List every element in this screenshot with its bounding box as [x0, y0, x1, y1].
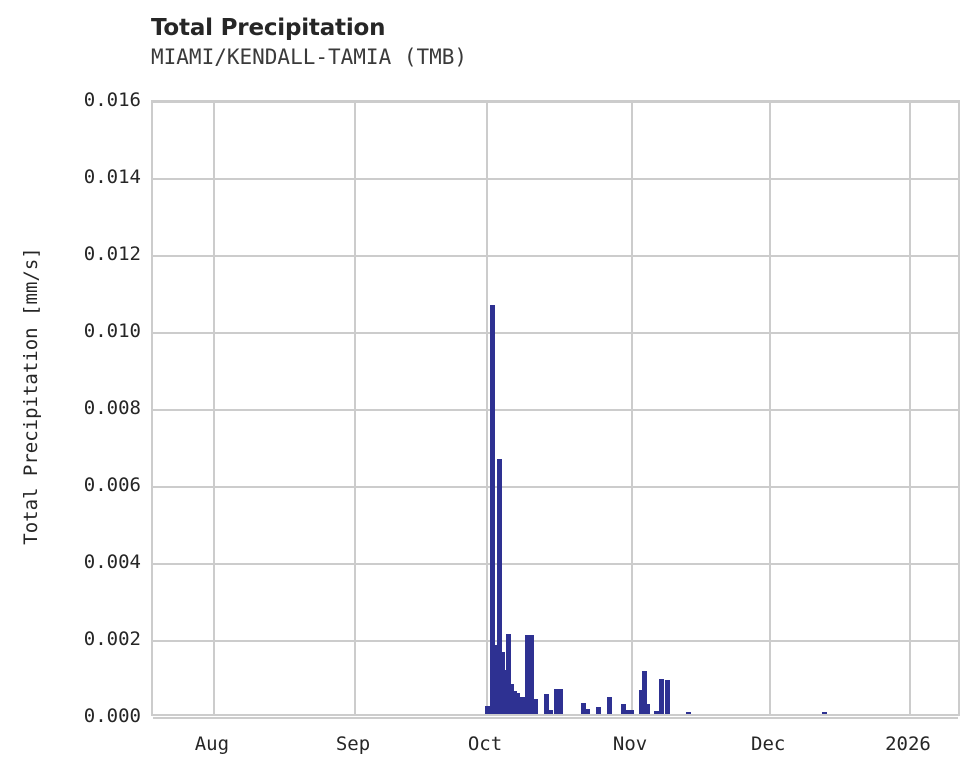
bar	[685, 712, 691, 714]
y-axis-tick-label: 0.006	[83, 474, 141, 496]
x-axis-tick-label: Dec	[751, 733, 786, 755]
bar	[485, 705, 491, 714]
bar	[628, 710, 634, 714]
bar	[524, 634, 530, 714]
gridline-horizontal	[153, 255, 958, 257]
bar	[514, 692, 520, 714]
bar	[641, 671, 647, 714]
gridline-horizontal	[153, 101, 958, 103]
bar	[519, 696, 525, 714]
gridline-horizontal	[153, 409, 958, 411]
bar	[532, 699, 538, 714]
gridline-horizontal	[153, 178, 958, 180]
gridline-horizontal	[153, 332, 958, 334]
x-axis-tick-label: 2026	[885, 733, 931, 755]
y-axis-tick-labels: 0.000 0.002 0.004 0.006 0.008 0.010 0.012 0.014…	[0, 90, 141, 726]
gridline-horizontal	[153, 486, 958, 488]
gridline-vertical	[908, 102, 911, 714]
gridline-vertical	[212, 102, 215, 714]
y-axis-tick-label: 0.016	[83, 89, 141, 111]
bar-series	[153, 102, 958, 714]
x-axis-tick-label: Oct	[467, 733, 503, 755]
bar	[508, 684, 514, 714]
x-axis-tick-label: Sep	[335, 733, 371, 755]
y-axis-tick-label: 0.012	[83, 243, 141, 265]
gridline-vertical	[354, 102, 356, 714]
bar	[653, 710, 659, 714]
bar	[557, 688, 563, 714]
page-title: Total Precipitation	[151, 15, 386, 41]
bar	[606, 697, 612, 714]
gridline-vertical	[486, 102, 489, 714]
gridline-vertical	[769, 102, 772, 714]
bar	[584, 709, 590, 714]
y-axis-tick-label: 0.008	[83, 397, 141, 419]
gridline-horizontal	[153, 563, 958, 565]
bar	[638, 690, 644, 714]
bar	[547, 710, 553, 714]
gridline-horizontal	[153, 640, 958, 642]
bar	[553, 688, 559, 714]
bar	[822, 712, 828, 714]
gridline-horizontal	[153, 717, 958, 719]
y-axis-tick-label: 0.010	[83, 320, 141, 342]
bar	[620, 704, 626, 714]
gridline-vertical	[631, 102, 634, 714]
bar	[644, 703, 650, 714]
bar	[624, 710, 630, 714]
bar	[664, 679, 670, 714]
bar	[499, 651, 505, 714]
bar	[505, 633, 511, 714]
x-axis-tick-labels: Aug Sep Oct Nov Dec 2026	[151, 733, 960, 759]
chart-subtitle: MIAMI/KENDALL-TAMIA (TMB)	[151, 45, 468, 69]
bar	[658, 678, 664, 714]
bar	[528, 634, 534, 714]
y-axis-tick-label: 0.002	[83, 628, 141, 650]
x-axis-tick-label: Nov	[612, 733, 648, 755]
y-axis-tick-label: 0.000	[83, 705, 141, 727]
bar	[502, 670, 508, 714]
bar	[543, 693, 549, 714]
bar	[493, 645, 499, 714]
y-axis-tick-label: 0.004	[83, 551, 141, 573]
bar	[595, 707, 601, 714]
bar	[496, 459, 502, 714]
title-block: Total Precipitation MIAMI/KENDALL-TAMIA …	[151, 14, 951, 72]
bar	[489, 305, 495, 714]
plot-area	[151, 100, 960, 719]
y-axis-tick-label: 0.014	[83, 166, 141, 188]
bar	[511, 690, 517, 714]
x-axis-tick-label: Aug	[194, 733, 230, 755]
bar	[580, 702, 586, 714]
